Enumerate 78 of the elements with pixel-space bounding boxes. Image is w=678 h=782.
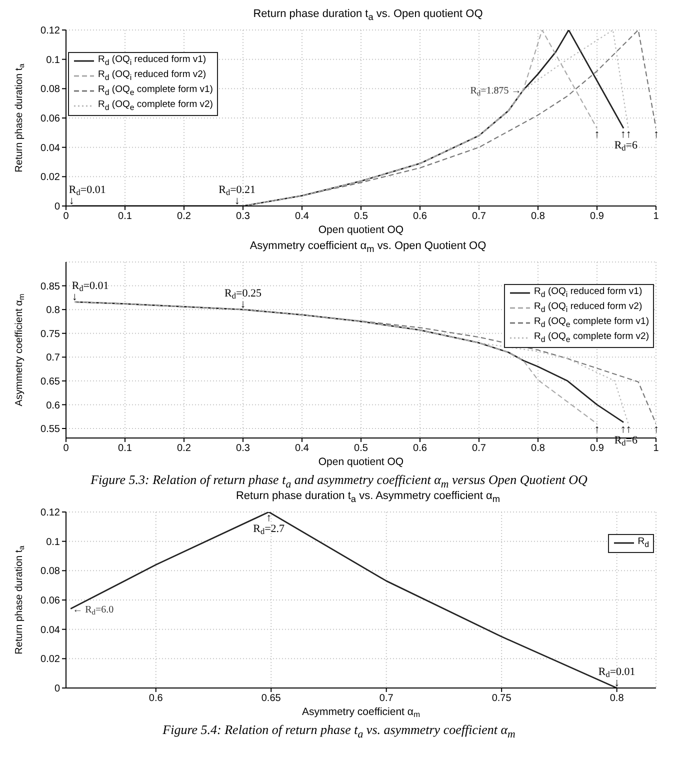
x-tick-label: 1 [653, 211, 660, 222]
x-tick-label: 0.4 [295, 211, 310, 222]
y-tick-label: 0.04 [40, 142, 60, 154]
x-tick-label: 0.8 [610, 693, 624, 704]
x-tick-label: 0.1 [118, 211, 132, 222]
x-tick-label: 0.65 [261, 693, 282, 704]
x-tick-label: 0.7 [472, 443, 486, 454]
legend-label: R$_{d}$ (OQ$_{i}$ reduced form v2) [534, 300, 642, 316]
y-tick-label: 0.12 [40, 26, 60, 37]
x-tick-label: 0.3 [236, 443, 250, 454]
x-tick-label: 0.1 [118, 443, 132, 454]
x-tick-label: 0.5 [354, 211, 368, 222]
y-tick-label: 0.02 [40, 654, 60, 666]
y-tick-label: 0.04 [40, 624, 60, 636]
x-tick-label: 0.4 [295, 443, 310, 454]
y-tick-label: 0.08 [40, 84, 60, 96]
caption: Figure 5.3: Relation of return phase t$_{a}$ and asymmetry coefficient α$_{m}$ versus Open Quotient OQ [90, 472, 588, 491]
x-tick-label: 0 [63, 443, 70, 454]
annotation: R$_{d}$=0.01 ↓ [68, 184, 106, 207]
x-tick-label: 0.9 [590, 443, 604, 454]
annotation: R$_{d}$=1.875 → [470, 86, 522, 98]
legend-label: R$_{d}$ (OQ$_{e}$ complete form v1) [534, 316, 649, 331]
annotation: R$_{d}$=0.25 ↓ [224, 288, 262, 311]
x-tick-label: 0.3 [236, 211, 250, 222]
x-axis-title: Open quotient OQ [318, 224, 404, 236]
annotation: R$_{d}$=0.01 ↓ [598, 666, 636, 689]
x-tick-label: 1 [653, 443, 660, 454]
chart-title: Return phase duration t$_{a}$ vs. Open quotient OQ [252, 8, 484, 22]
annotation: ↑ [594, 128, 600, 140]
x-tick-label: 0.6 [148, 693, 164, 704]
y-tick-label: 0.06 [40, 596, 60, 607]
x-axis-title: Open quotient OQ [318, 456, 404, 468]
annotation: ↑ [654, 128, 659, 140]
annotation: ↑ [654, 424, 659, 436]
y-tick-label: 0.06 [40, 114, 60, 125]
chart-title: Return phase duration t$_{a}$ vs. Asymmetry coefficient α$_{m}$ [234, 490, 502, 504]
y-tick-label: 0.85 [40, 281, 60, 292]
y-tick-label: 0.55 [40, 424, 60, 436]
x-tick-label: 0.7 [472, 211, 486, 222]
x-tick-label: 0.2 [177, 443, 192, 454]
legend-label: R$_{d}$ (OQ$_{i}$ reduced form v1) [98, 54, 206, 69]
caption: Figure 5.4: Relation of return phase t$_{a}$ vs. asymmetry coefficient α$_{m}$ [162, 722, 516, 741]
y-tick-label: 0.08 [40, 566, 60, 578]
annotation: ↑ [594, 424, 600, 436]
y-tick-label: 0.75 [40, 328, 60, 340]
x-tick-label: 0.8 [531, 211, 546, 222]
y-tick-label: 0 [54, 684, 60, 695]
x-tick-label: 0.7 [379, 693, 394, 704]
x-tick-label: 0.6 [413, 443, 428, 454]
annotation: ↑↑ R$_{d}$=6 [614, 128, 638, 153]
y-tick-label: 0.1 [46, 54, 60, 66]
x-tick-label: 0.8 [531, 443, 546, 454]
legend-label: R$_{d}$ (OQ$_{e}$ complete form v1) [98, 84, 213, 99]
x-tick-label: 0 [63, 211, 70, 222]
y-tick-label: 0.12 [40, 508, 60, 519]
y-tick-label: 0.65 [40, 376, 60, 388]
x-tick-label: 0.75 [492, 693, 512, 704]
legend-label: R$_{d}$ (OQ$_{i}$ reduced form v1) [534, 286, 642, 301]
legend-label: R$_{d}$ (OQ$_{e}$ complete form v2) [534, 330, 649, 346]
annotation: R$_{d}$=0.21 ↓ [218, 184, 256, 207]
chart-title: Asymmetry coefficient α$_{m}$ vs. Open Quotient OQ [248, 240, 488, 254]
legend-label: R$_{d}$ [638, 536, 649, 551]
y-tick-label: 0.02 [40, 172, 60, 184]
annotation: R$_{d}$=0.01 ↓ [72, 280, 109, 303]
y-tick-label: 0 [54, 202, 60, 213]
y-tick-label: 0.1 [46, 536, 60, 548]
y-tick-label: 0.7 [46, 352, 60, 364]
x-tick-label: 0.6 [413, 211, 428, 222]
annotation: ← R$_{d}$=6.0 [72, 604, 114, 617]
y-tick-label: 0.6 [46, 400, 60, 412]
legend-label: R$_{d}$ (OQ$_{e}$ complete form v2) [98, 98, 213, 114]
x-tick-label: 0.5 [354, 443, 368, 454]
x-axis-title: Asymmetry coefficient α$_{m}$ [302, 706, 420, 720]
x-tick-label: 0.9 [590, 211, 604, 222]
x-tick-label: 0.2 [177, 211, 192, 222]
y-tick-label: 0.8 [46, 305, 60, 316]
legend-label: R$_{d}$ (OQ$_{i}$ reduced form v2) [98, 68, 206, 84]
annotation: ↑ R$_{d}$=2.7 [253, 512, 286, 536]
